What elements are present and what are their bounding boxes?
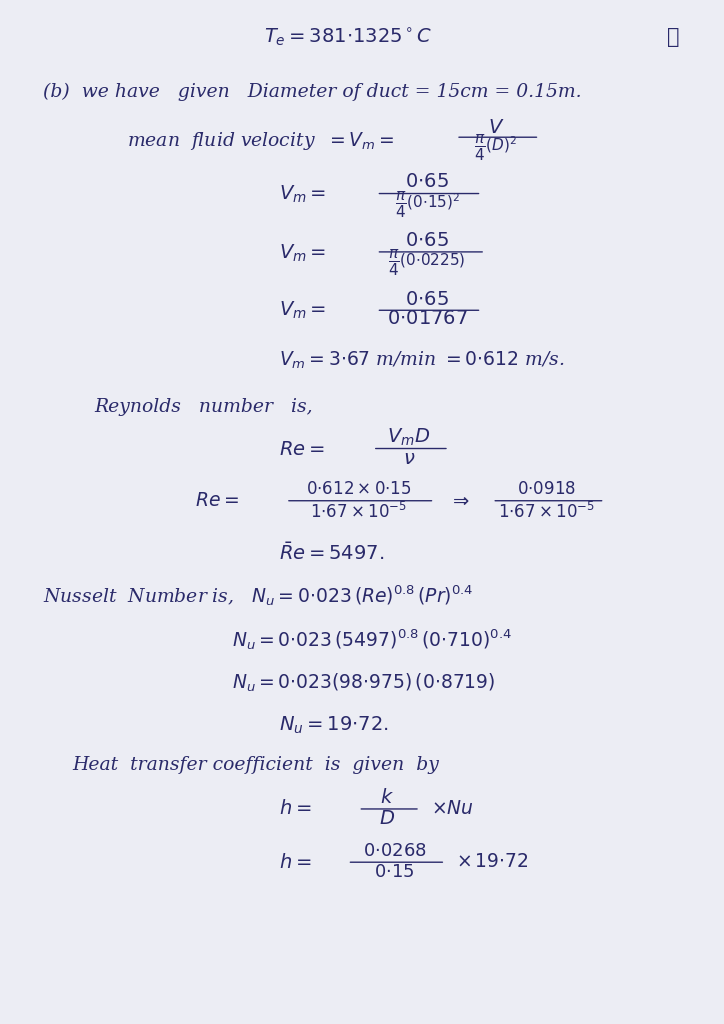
Text: $1{\cdot}67 \times 10^{-5}$: $1{\cdot}67 \times 10^{-5}$ <box>498 502 595 522</box>
Text: $N_u = 19{\cdot}72.$: $N_u = 19{\cdot}72.$ <box>279 715 388 735</box>
Text: $h =$: $h =$ <box>279 800 311 818</box>
Text: $\times Nu$: $\times Nu$ <box>431 800 473 818</box>
Text: $V_m =$: $V_m =$ <box>279 184 326 205</box>
Text: $k$: $k$ <box>380 788 395 807</box>
Text: $h =$: $h =$ <box>279 853 311 871</box>
Text: $D$: $D$ <box>379 810 395 828</box>
Text: $Re =$: $Re =$ <box>195 492 240 510</box>
Text: $1{\cdot}67 \times 10^{-5}$: $1{\cdot}67 \times 10^{-5}$ <box>310 502 407 522</box>
Text: $N_u = 0{\cdot}023(98{\cdot}975)\,(0{\cdot}8719)$: $N_u = 0{\cdot}023(98{\cdot}975)\,(0{\cd… <box>232 672 495 694</box>
Text: $\dfrac{\pi}{4}(0{\cdot}15)^2$: $\dfrac{\pi}{4}(0{\cdot}15)^2$ <box>395 189 460 220</box>
Text: (b)  we have   given   Diameter of duct = 15cm = 0.15m.: (b) we have given Diameter of duct = 15c… <box>43 83 582 101</box>
Text: $0{\cdot}01767$: $0{\cdot}01767$ <box>387 310 468 329</box>
Text: $N_u = 0{\cdot}023\,(5497)^{0.8}\,(0{\cdot}710)^{0.4}$: $N_u = 0{\cdot}023\,(5497)^{0.8}\,(0{\cd… <box>232 628 512 652</box>
Text: $V_m D$: $V_m D$ <box>387 427 431 447</box>
Text: $\Rightarrow$: $\Rightarrow$ <box>449 492 471 510</box>
Text: Reynolds   number   is,: Reynolds number is, <box>94 397 313 416</box>
Text: $V$: $V$ <box>488 119 504 137</box>
Text: $\nu$: $\nu$ <box>403 450 416 468</box>
Text: mean  fluid velocity  $=V_m=$: mean fluid velocity $=V_m=$ <box>127 130 394 153</box>
Text: $0{\cdot}65$: $0{\cdot}65$ <box>405 231 449 250</box>
Text: $0{\cdot}65$: $0{\cdot}65$ <box>405 291 449 309</box>
Text: $T_e = 381{\cdot}1325^\circ C$: $T_e = 381{\cdot}1325^\circ C$ <box>264 27 432 49</box>
Text: $0{\cdot}65$: $0{\cdot}65$ <box>405 173 449 191</box>
Text: $V_m =$: $V_m =$ <box>279 300 326 321</box>
Text: $Re =$: $Re =$ <box>279 440 324 459</box>
Text: $0{\cdot}612 \times 0{\cdot}15$: $0{\cdot}612 \times 0{\cdot}15$ <box>306 481 411 498</box>
Text: $V_m =$: $V_m =$ <box>279 243 326 263</box>
Text: $0{\cdot}0268$: $0{\cdot}0268$ <box>363 842 426 860</box>
Text: $0{\cdot}15$: $0{\cdot}15$ <box>374 863 415 882</box>
Text: $0{\cdot}0918$: $0{\cdot}0918$ <box>517 481 576 498</box>
Text: Heat  transfer coefficient  is  given  by: Heat transfer coefficient is given by <box>72 756 439 774</box>
Text: $\bar{R}e = 5497.$: $\bar{R}e = 5497.$ <box>279 542 384 564</box>
Text: $V_m = 3{\cdot}67$ m/min $= 0{\cdot}612$ m/s.: $V_m = 3{\cdot}67$ m/min $= 0{\cdot}612$… <box>279 350 564 371</box>
Text: $\dfrac{\pi}{4}(D)^2$: $\dfrac{\pi}{4}(D)^2$ <box>474 133 518 164</box>
Text: $\times\, 19{\cdot}72$: $\times\, 19{\cdot}72$ <box>456 853 529 871</box>
Text: $\dfrac{\pi}{4}(0{\cdot}0225)$: $\dfrac{\pi}{4}(0{\cdot}0225)$ <box>388 248 466 279</box>
Text: ③: ③ <box>667 29 680 47</box>
Text: Nusselt  Number is,   $N_u = 0{\cdot}023\,(Re)^{0.8}\,(Pr)^{0.4}$: Nusselt Number is, $N_u = 0{\cdot}023\,(… <box>43 584 474 608</box>
